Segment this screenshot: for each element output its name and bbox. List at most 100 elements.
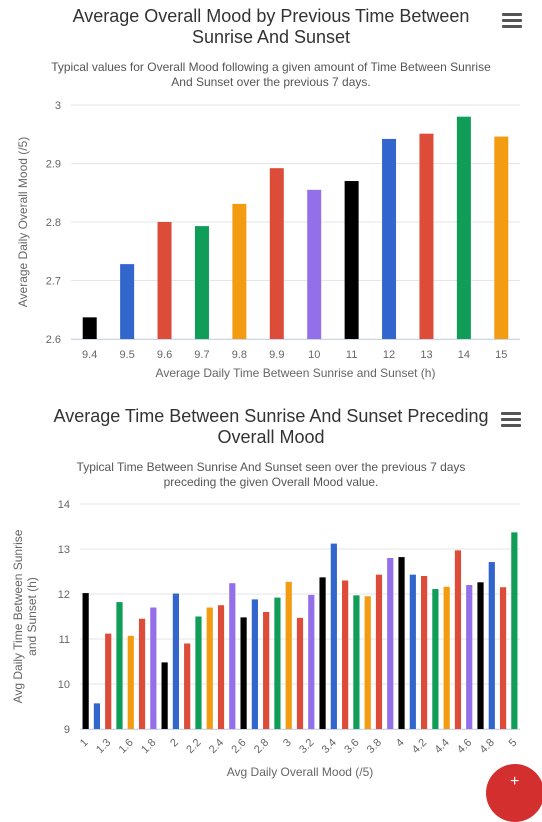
y-axis-title: Avg Daily Time Between Sunriseand Sunset… [11, 529, 39, 703]
bar [120, 264, 135, 339]
bar [443, 586, 450, 729]
x-tick-label: 10 [308, 349, 320, 361]
bar [296, 617, 304, 729]
bar [251, 599, 258, 729]
y-axis-title: Average Daily Overall Mood (/5) [16, 137, 30, 308]
bar [82, 317, 97, 339]
bar [456, 116, 471, 339]
x-tick-label: 2 [168, 737, 181, 750]
x-tick-label: 13 [420, 349, 432, 361]
bar [206, 607, 213, 729]
x-tick-label: 1 [78, 737, 91, 750]
bar [330, 543, 337, 729]
x-tick-label: 2.6 [229, 737, 248, 756]
bar [150, 607, 157, 729]
bar [195, 616, 202, 729]
y-tick-label: 13 [58, 544, 70, 556]
bar [184, 643, 191, 729]
bar [116, 602, 123, 729]
chart-2-subtitle: Typical Time Between Sunrise And Sunset … [76, 460, 466, 489]
y-tick-label: 9 [64, 724, 70, 736]
x-tick-label: 3.4 [320, 737, 339, 756]
bar [382, 138, 397, 339]
bar [269, 168, 284, 339]
y-tick-label: 10 [58, 679, 70, 691]
chart-1: Average Overall Mood by Previous Time Be… [0, 0, 542, 390]
x-tick-label: 2.2 [184, 737, 203, 756]
x-axis-title: Avg Daily Overall Mood (/5) [227, 765, 374, 779]
bar [105, 633, 112, 729]
bar [421, 576, 428, 729]
menu-bar-icon [501, 412, 521, 415]
menu-bar-icon [502, 19, 522, 22]
bar [127, 635, 134, 729]
x-tick-label: 3 [281, 737, 294, 750]
chart-1-title: Average Overall Mood by Previous Time Be… [72, 6, 470, 47]
x-axis-title: Average Daily Time Between Sunrise and S… [156, 366, 436, 380]
chart-2-menu-icon[interactable] [501, 412, 521, 428]
bar [263, 612, 270, 729]
y-tick-label: 2.6 [46, 334, 61, 346]
x-tick-label: 1.3 [94, 737, 113, 756]
menu-bar-icon [502, 13, 522, 16]
y-tick-label: 14 [58, 499, 70, 511]
bar [172, 593, 179, 729]
x-tick-label: 15 [495, 349, 507, 361]
x-tick-label: 9.5 [119, 349, 134, 361]
x-tick-label: 9.8 [232, 349, 247, 361]
x-tick-label: 3.2 [297, 737, 316, 756]
y-tick-label: 2.8 [46, 217, 61, 229]
menu-bar-icon [502, 25, 522, 28]
bar [466, 585, 473, 729]
x-tick-label: 2.4 [207, 737, 226, 756]
bar [194, 226, 209, 339]
bar [307, 189, 322, 339]
bar [494, 136, 509, 339]
x-tick-label: 4.4 [432, 737, 451, 756]
bar [364, 596, 371, 729]
bar [387, 558, 394, 729]
bar [240, 617, 247, 729]
chart-1-menu-icon[interactable] [502, 13, 522, 29]
x-tick-label: 4.8 [478, 737, 497, 756]
x-tick-label: 2.8 [252, 737, 271, 756]
y-tick-label: 2.7 [46, 276, 61, 288]
x-tick-label: 9.4 [82, 349, 97, 361]
bar [342, 580, 349, 729]
x-tick-label: 1.6 [117, 737, 136, 756]
bar [157, 222, 172, 339]
y-tick-label: 12 [58, 589, 70, 601]
bar [161, 662, 168, 729]
bar [511, 532, 518, 729]
bar [232, 203, 247, 339]
bar [274, 597, 281, 729]
bar [488, 562, 495, 729]
x-tick-label: 1.8 [139, 737, 158, 756]
bar [308, 594, 315, 729]
x-tick-label: 9.7 [194, 349, 209, 361]
bar [409, 574, 416, 729]
bar [229, 583, 236, 729]
bar [217, 605, 225, 729]
x-tick-label: 3.6 [342, 737, 361, 756]
bar [319, 577, 326, 729]
bar [477, 582, 484, 729]
x-tick-label: 4 [394, 737, 407, 750]
bar [285, 581, 292, 729]
bar [398, 557, 405, 729]
bar [432, 589, 439, 729]
bar [138, 618, 146, 729]
bar [454, 550, 462, 729]
x-tick-label: 9.6 [157, 349, 172, 361]
x-tick-label: 12 [383, 349, 395, 361]
menu-bar-icon [501, 424, 521, 427]
x-tick-label: 14 [458, 349, 470, 361]
chart-2: Average Time Between Sunrise And Sunset … [11, 406, 521, 779]
chart-1-subtitle: Typical values for Overall Mood followin… [51, 60, 491, 89]
plus-icon: + [510, 773, 520, 790]
x-tick-label: 4.6 [455, 737, 474, 756]
x-tick-label: 4.2 [410, 737, 429, 756]
x-tick-label: 9.9 [269, 349, 284, 361]
x-tick-label: 5 [507, 737, 520, 750]
